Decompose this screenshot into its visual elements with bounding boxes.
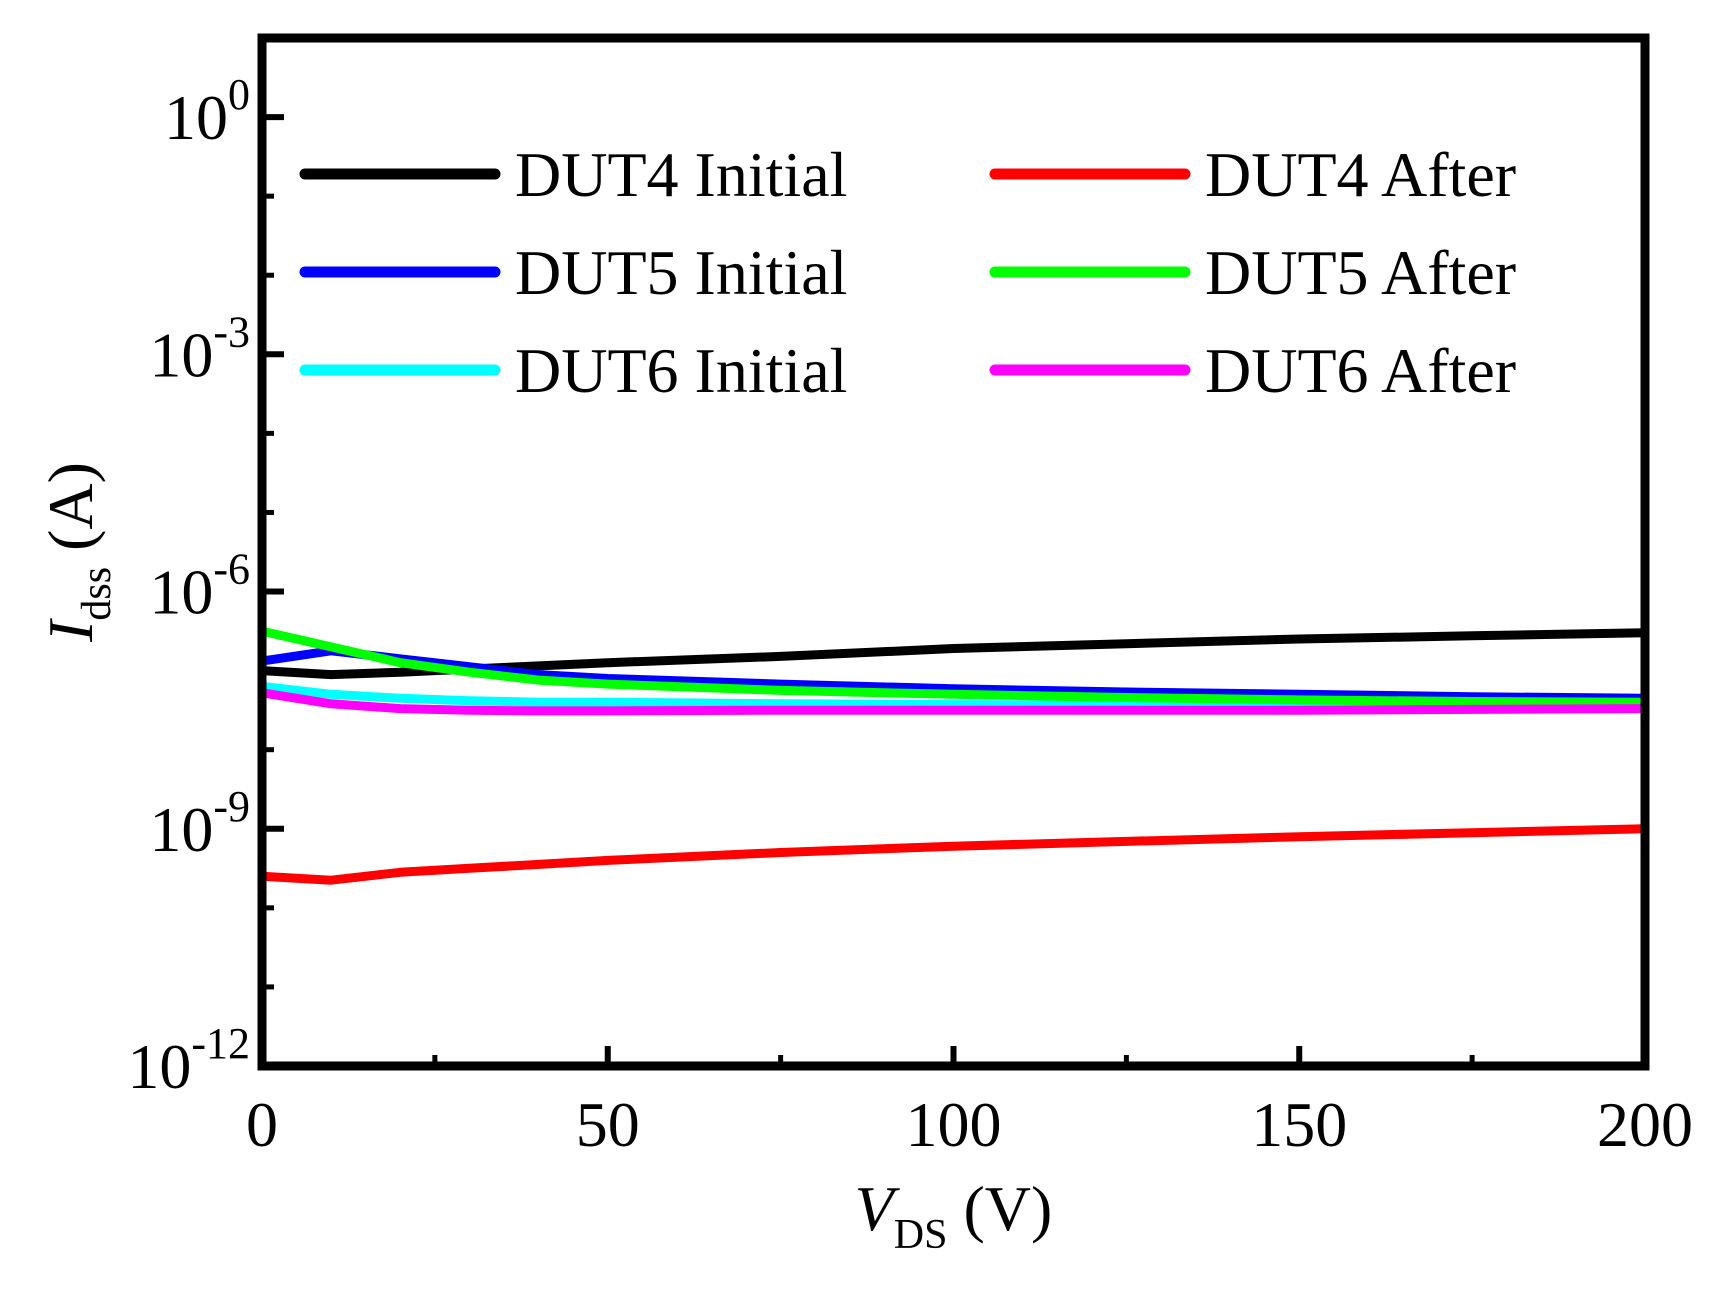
y-axis-title-wrap: Idss (A) bbox=[35, 462, 120, 643]
x-axis-title: VDS (V) bbox=[855, 1173, 1053, 1258]
x-tick-label: 50 bbox=[576, 1089, 640, 1160]
y-tick-label: 10-6 bbox=[149, 545, 250, 628]
series-line-dut4-after bbox=[261, 824, 1646, 885]
x-tick-label: 100 bbox=[906, 1089, 1002, 1160]
y-tick-label: 10-12 bbox=[127, 1019, 250, 1102]
x-tick-label: 150 bbox=[1251, 1089, 1347, 1160]
x-tick-label: 0 bbox=[246, 1089, 278, 1160]
y-axis-title: Idss (A) bbox=[35, 462, 120, 643]
legend-label: DUT6 Initial bbox=[515, 335, 847, 406]
series-line-dut4-initial bbox=[261, 628, 1646, 680]
y-tick-label: 10-3 bbox=[149, 307, 250, 390]
legend-label: DUT4 Initial bbox=[515, 139, 847, 210]
series-line-dut6-after bbox=[261, 688, 1646, 716]
x-tick-label: 200 bbox=[1597, 1089, 1693, 1160]
legend-label: DUT5 Initial bbox=[515, 237, 847, 308]
legend-label: DUT4 After bbox=[1205, 139, 1516, 210]
series-layer bbox=[260, 626, 1646, 885]
legend: DUT4 Initial DUT5 Initial DUT6 Initial DUT4… bbox=[299, 139, 1516, 406]
legend-label: DUT5 After bbox=[1205, 237, 1516, 308]
series-line-dut5-after bbox=[260, 626, 1646, 707]
ticks-layer: 0 50 100 150 200 100 10-3 10-6 10-9 10-12 bbox=[127, 70, 1693, 1160]
legend-label: DUT6 After bbox=[1205, 335, 1516, 406]
y-tick-label: 10-9 bbox=[149, 782, 250, 865]
y-tick-label: 100 bbox=[164, 70, 250, 153]
